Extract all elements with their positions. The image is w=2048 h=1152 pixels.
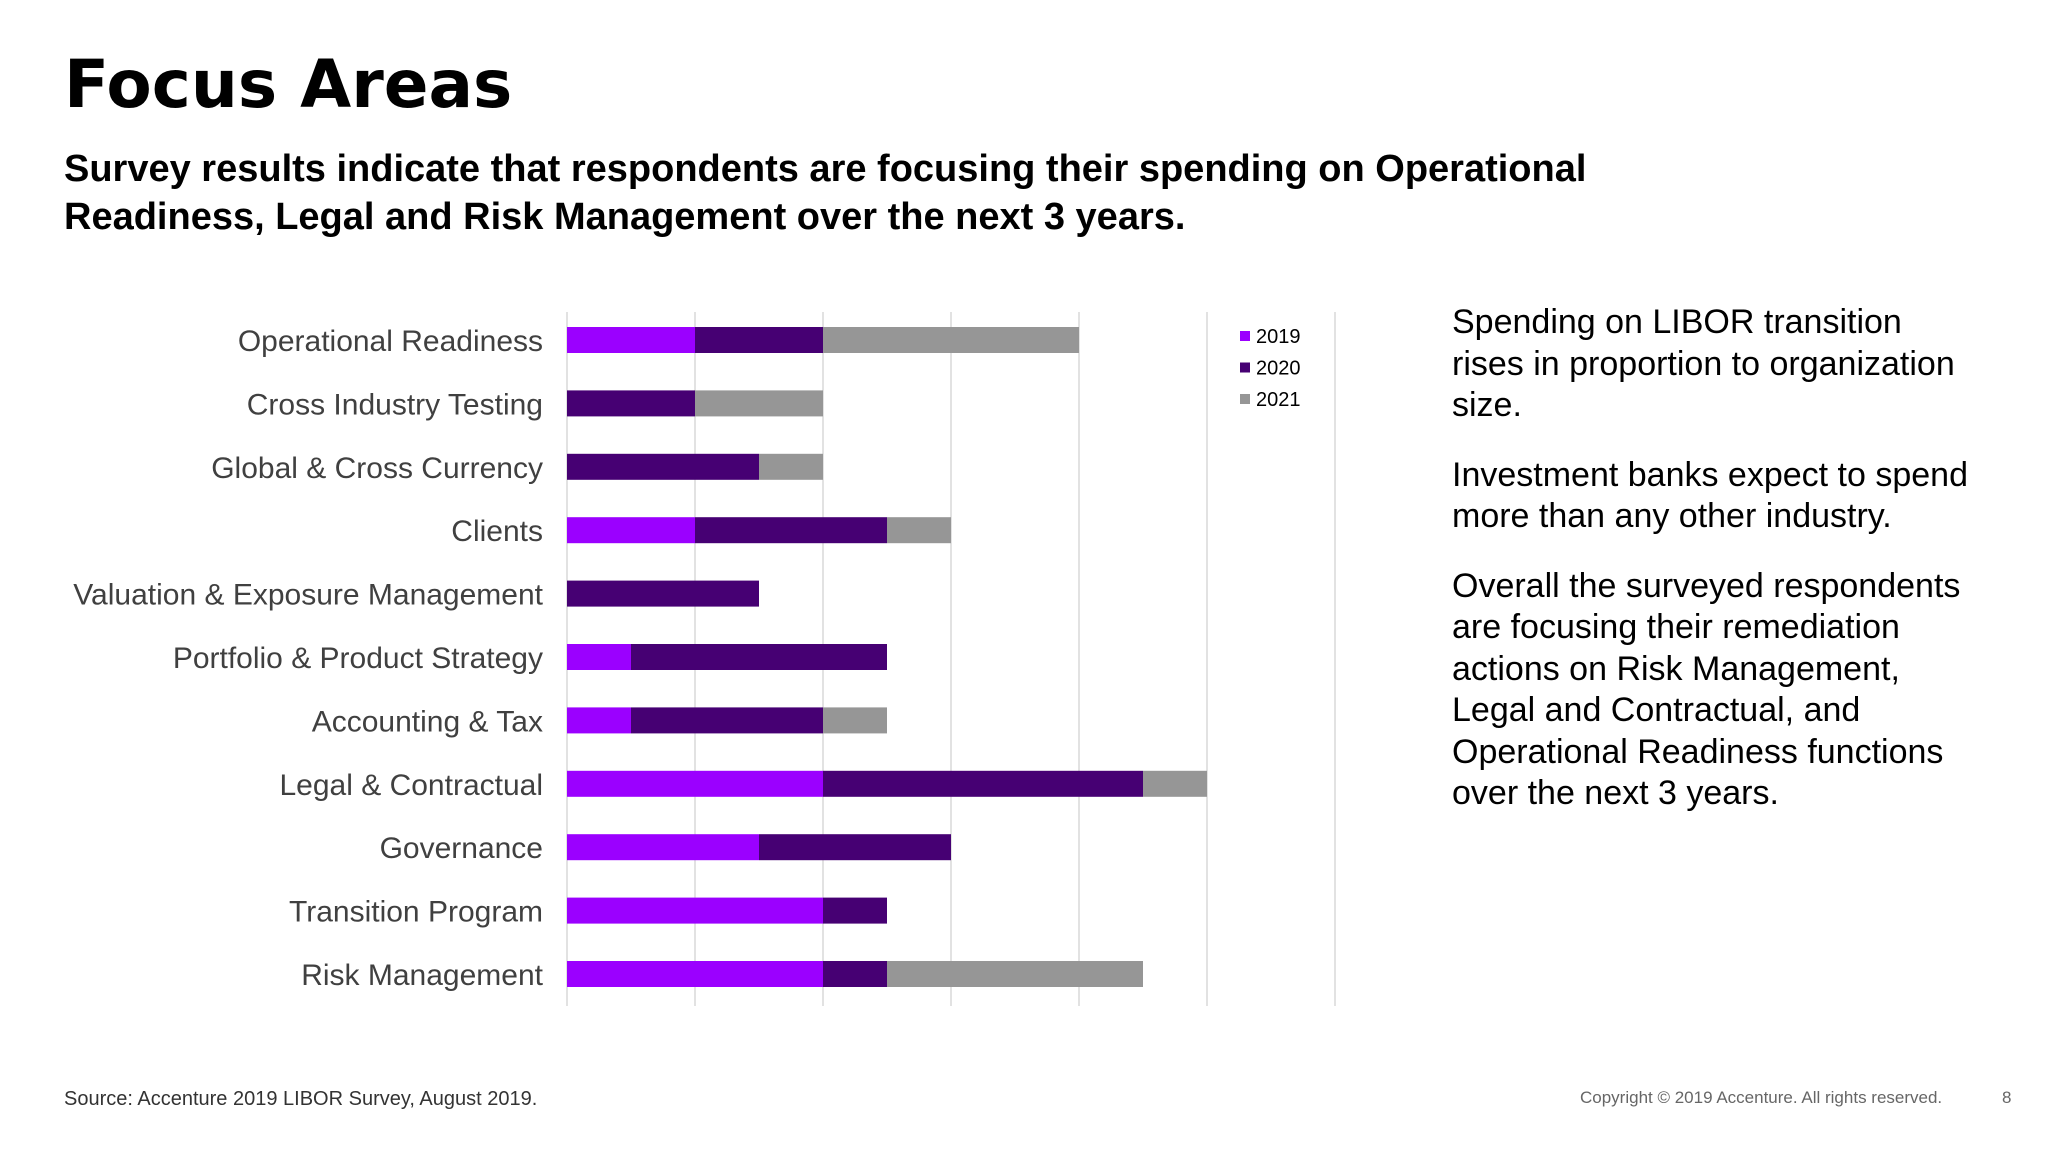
commentary-paragraph-3: Overall the surveyed respondents are foc… <box>1452 566 1961 813</box>
category-label: Transition Program <box>289 896 543 929</box>
bar-2019 <box>567 327 695 353</box>
bar-2021 <box>1143 770 1207 797</box>
bar-2021 <box>823 327 1079 353</box>
commentary-panel: Spending on LIBOR transition rises in pr… <box>1452 302 1972 843</box>
category-label: Risk Management <box>301 959 543 992</box>
category-label: Valuation & Exposure Management <box>73 579 543 612</box>
legend-label-2019: 2019 <box>1256 326 1301 348</box>
legend-swatch-2019 <box>1240 331 1250 341</box>
page-number: 8 <box>2002 1088 2012 1107</box>
category-label: Cross Industry Testing <box>247 388 543 421</box>
bar-2020 <box>631 707 823 734</box>
bar-2019 <box>567 961 823 987</box>
bar-2019 <box>567 644 631 670</box>
slide-subtitle: Survey results indicate that respondents… <box>64 148 1587 238</box>
bar-2019 <box>567 707 631 734</box>
category-label: Legal & Contractual <box>280 769 544 802</box>
legend-label-2020: 2020 <box>1256 358 1301 380</box>
bar-2020 <box>631 644 887 670</box>
bar-2020 <box>823 770 1143 797</box>
category-label: Accounting & Tax <box>312 705 543 738</box>
legend-swatch-2020 <box>1240 362 1250 373</box>
bar-2021 <box>887 517 951 544</box>
category-label: Clients <box>451 515 543 548</box>
category-label: Operational Readiness <box>238 325 543 358</box>
bar-2019 <box>567 517 695 544</box>
bar-2020 <box>823 897 887 924</box>
bar-2020 <box>695 517 887 544</box>
legend-swatch-2021 <box>1240 394 1250 404</box>
slide-title: Focus Areas <box>64 46 513 123</box>
source-note: Source: Accenture 2019 LIBOR Survey, Aug… <box>64 1088 538 1110</box>
bar-2021 <box>759 453 823 480</box>
bar-2020 <box>695 327 823 353</box>
bar-2020 <box>567 390 695 417</box>
bar-2020 <box>823 961 887 987</box>
bar-2021 <box>823 707 887 734</box>
category-label: Portfolio & Product Strategy <box>173 642 543 675</box>
bar-2020 <box>759 834 951 861</box>
bar-2019 <box>567 897 823 924</box>
commentary-paragraph-1: Spending on LIBOR transition rises in pr… <box>1452 303 1955 424</box>
bar-2019 <box>567 834 759 861</box>
commentary-paragraph-2: Investment banks expect to spend more th… <box>1452 455 1968 536</box>
category-label: Global & Cross Currency <box>211 452 543 485</box>
legend-label-2021: 2021 <box>1256 389 1301 411</box>
copyright-notice: Copyright © 2019 Accenture. All rights r… <box>1580 1088 1943 1107</box>
category-label: Governance <box>380 832 543 865</box>
bar-2020 <box>567 580 759 607</box>
bar-2019 <box>567 770 823 797</box>
bar-2021 <box>695 390 823 417</box>
bar-2020 <box>567 453 759 480</box>
bar-2021 <box>887 961 1143 987</box>
